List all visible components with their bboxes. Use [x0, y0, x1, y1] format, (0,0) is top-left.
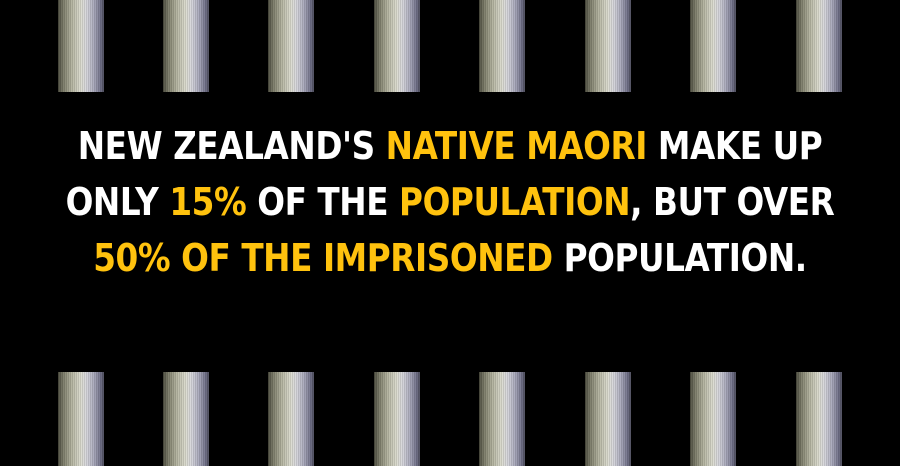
prison-bar — [268, 372, 314, 466]
headline-text: NEW ZEALAND'S — [77, 124, 386, 168]
headline-highlight: 50% OF THE IMPRISONED — [93, 236, 553, 280]
prison-bars-top — [0, 0, 900, 92]
headline-line-3: 50% OF THE IMPRISONED POPULATION. — [63, 230, 837, 286]
headline-text: POPULATION. — [552, 236, 808, 280]
prison-bar — [479, 372, 525, 466]
prison-bar — [585, 0, 631, 92]
headline-text: ONLY — [65, 180, 170, 224]
prison-bar — [58, 372, 104, 466]
prison-bar — [374, 372, 420, 466]
prison-bar — [163, 372, 209, 466]
prison-bar — [690, 0, 736, 92]
prison-bar — [58, 0, 104, 92]
prison-bar — [163, 0, 209, 92]
prison-bar — [268, 0, 314, 92]
headline-highlight: NATIVE MAORI — [385, 124, 648, 168]
headline-line-1: NEW ZEALAND'S NATIVE MAORI MAKE UP — [63, 118, 837, 174]
headline-text: OF THE — [246, 180, 400, 224]
headline: NEW ZEALAND'S NATIVE MAORI MAKE UP ONLY … — [63, 118, 837, 286]
prison-bar — [585, 372, 631, 466]
prison-bar — [690, 372, 736, 466]
prison-bar — [796, 0, 842, 92]
headline-text: MAKE UP — [646, 124, 823, 168]
prison-bar — [374, 0, 420, 92]
prison-bar — [479, 0, 525, 92]
headline-line-2: ONLY 15% OF THE POPULATION, BUT OVER — [63, 174, 837, 230]
headline-text: , BUT OVER — [630, 180, 835, 224]
prison-bar — [796, 372, 842, 466]
headline-highlight: POPULATION — [399, 180, 631, 224]
headline-highlight: 15% — [169, 180, 247, 224]
prison-bars-bottom — [0, 372, 900, 466]
